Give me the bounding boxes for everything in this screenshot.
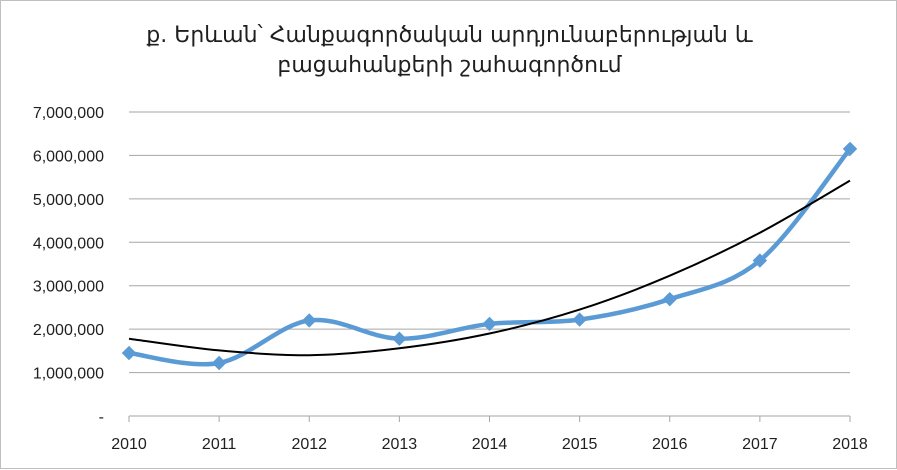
x-tick-label: 2017	[742, 436, 778, 453]
chart-title-line-2: բացահանքերի շահագործում	[277, 53, 622, 78]
data-point-marker	[662, 291, 677, 307]
data-point-marker	[211, 355, 227, 371]
series-line	[128, 147, 852, 367]
data-point-marker	[121, 345, 137, 361]
y-tick-label: 3,000,000	[33, 279, 104, 296]
x-tick-label: 2010	[111, 436, 147, 453]
data-point-marker	[302, 313, 317, 328]
data-point-marker	[482, 316, 497, 332]
data-point-marker	[842, 141, 858, 157]
y-tick-label: 7,000,000	[33, 105, 104, 122]
x-tick-label: 2012	[291, 436, 327, 453]
y-tick-label: 4,000,000	[33, 235, 104, 252]
chart-title: ք. Երևան՝ Հանքագործական արդյունաբերությա…	[1, 21, 897, 81]
y-tick-label: 5,000,000	[33, 192, 104, 209]
data-point-marker	[392, 331, 407, 346]
data-point-marker	[752, 253, 768, 268]
data-point-marker	[572, 312, 587, 327]
x-tick-label: 2014	[472, 436, 508, 453]
x-tick-label: 2018	[832, 436, 868, 453]
x-tick-label: 2016	[652, 436, 688, 453]
x-tick-label: 2011	[202, 436, 237, 453]
trendline	[128, 179, 851, 357]
y-tick-label: 1,000,000	[33, 366, 104, 383]
y-tick-label: 2,000,000	[33, 322, 104, 339]
chart-title-line-1: ք. Երևան՝ Հանքագործական արդյունաբերությա…	[146, 23, 753, 48]
x-tick-label: 2013	[382, 436, 418, 453]
x-tick-label: 2015	[562, 436, 598, 453]
y-tick-label: -	[99, 409, 104, 426]
y-tick-label: 6,000,000	[33, 148, 104, 165]
